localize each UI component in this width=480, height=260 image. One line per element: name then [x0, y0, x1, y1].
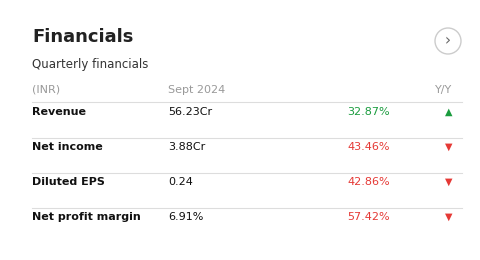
Text: ›: ›: [444, 34, 450, 49]
Text: ▼: ▼: [444, 212, 451, 222]
Text: Diluted EPS: Diluted EPS: [32, 177, 105, 187]
Text: ▼: ▼: [444, 142, 451, 152]
Text: 56.23Cr: 56.23Cr: [168, 107, 212, 117]
Text: Sept 2024: Sept 2024: [168, 85, 225, 95]
Text: Y/Y: Y/Y: [434, 85, 451, 95]
Text: Net income: Net income: [32, 142, 103, 152]
Text: 43.46%: 43.46%: [347, 142, 389, 152]
Text: Net profit margin: Net profit margin: [32, 212, 141, 222]
Text: 57.42%: 57.42%: [347, 212, 389, 222]
Text: 3.88Cr: 3.88Cr: [168, 142, 205, 152]
Text: Revenue: Revenue: [32, 107, 86, 117]
Text: 42.86%: 42.86%: [347, 177, 389, 187]
Text: Financials: Financials: [32, 28, 133, 46]
Text: 6.91%: 6.91%: [168, 212, 203, 222]
Circle shape: [434, 28, 460, 54]
Text: Quarterly financials: Quarterly financials: [32, 58, 148, 71]
Text: (INR): (INR): [32, 85, 60, 95]
Text: ▼: ▼: [444, 177, 451, 187]
Text: 32.87%: 32.87%: [347, 107, 389, 117]
Text: ▲: ▲: [444, 107, 451, 117]
Text: 0.24: 0.24: [168, 177, 192, 187]
